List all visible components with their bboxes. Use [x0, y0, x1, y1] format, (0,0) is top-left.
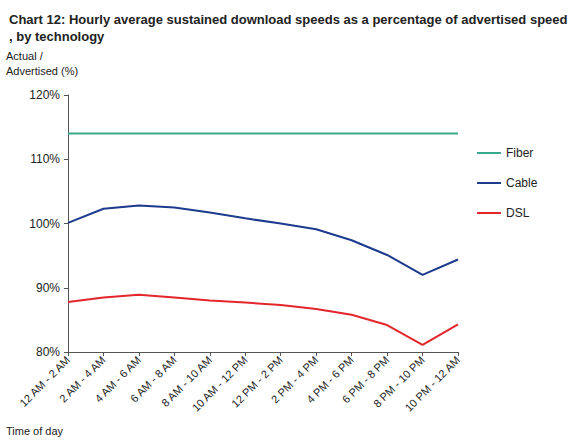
svg-text:6 AM - 8 AM: 6 AM - 8 AM: [127, 353, 179, 405]
svg-text:4 PM - 6 PM: 4 PM - 6 PM: [304, 353, 356, 406]
svg-text:Fiber: Fiber: [506, 146, 533, 160]
svg-text:8 PM - 10 PM: 8 PM - 10 PM: [370, 353, 427, 410]
svg-text:100%: 100%: [29, 217, 60, 231]
svg-text:Actual /: Actual /: [6, 50, 44, 62]
svg-text:90%: 90%: [36, 281, 60, 295]
svg-text:Chart 12: Hourly average susta: Chart 12: Hourly average sustained downl…: [9, 12, 568, 27]
svg-text:10 AM - 12 PM: 10 AM - 12 PM: [189, 353, 250, 414]
svg-text:Advertised (%): Advertised (%): [6, 65, 78, 77]
svg-text:10 PM - 12 AM: 10 PM - 12 AM: [402, 354, 462, 414]
svg-text:6 PM - 8 PM: 6 PM - 8 PM: [339, 353, 392, 406]
svg-text:2 AM - 4 AM: 2 AM - 4 AM: [56, 353, 108, 405]
svg-text:DSL: DSL: [506, 206, 530, 220]
svg-text:2 PM - 4 PM: 2 PM - 4 PM: [268, 353, 321, 406]
svg-text:12 AM - 2 AM: 12 AM - 2 AM: [17, 353, 73, 409]
svg-text:110%: 110%: [30, 152, 60, 166]
svg-text:Time of day: Time of day: [6, 425, 64, 437]
svg-text:12 PM - 2 PM: 12 PM - 2 PM: [229, 353, 285, 410]
svg-text:8 AM - 10 AM: 8 AM - 10 AM: [159, 353, 215, 409]
svg-text:4 AM - 6 AM: 4 AM - 6 AM: [92, 353, 144, 405]
svg-text:80%: 80%: [36, 345, 60, 359]
svg-text:120%: 120%: [29, 88, 60, 102]
svg-text:Cable: Cable: [506, 176, 538, 190]
svg-text:, by technology: , by technology: [9, 29, 105, 44]
